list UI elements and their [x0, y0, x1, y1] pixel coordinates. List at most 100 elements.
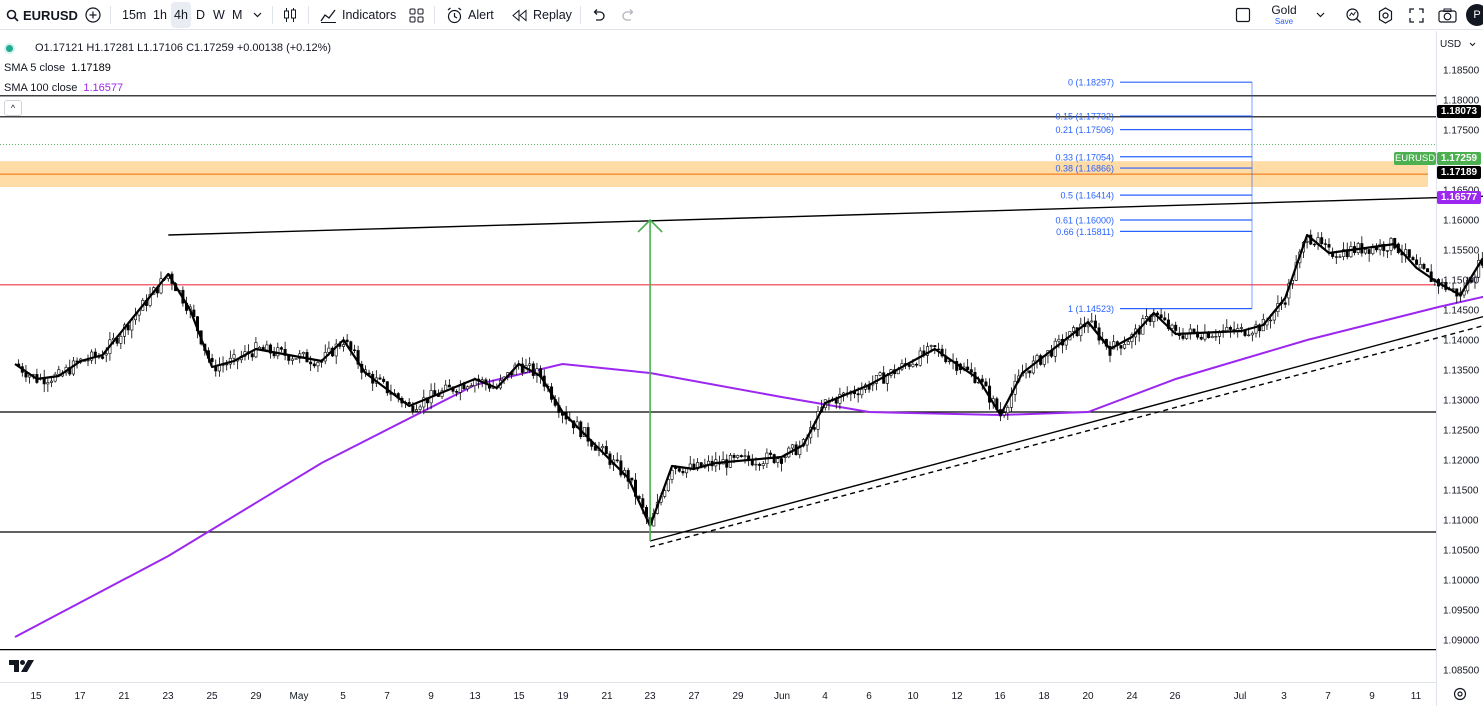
chevron-down-icon: [253, 12, 261, 18]
alert-button[interactable]: Alert: [446, 0, 494, 30]
trendline-0[interactable]: [168, 183, 1483, 236]
candle: [214, 366, 218, 372]
x-tick-label: 7: [1325, 691, 1331, 702]
candle: [754, 463, 758, 466]
y-tick-label: 1.14000: [1443, 336, 1480, 347]
chevron-up-icon: ^: [10, 103, 16, 113]
templates-button[interactable]: [408, 0, 425, 30]
indicators-button[interactable]: Indicators: [320, 0, 396, 30]
symbol-search[interactable]: EURUSD: [6, 0, 78, 30]
interval-15m[interactable]: 15m: [122, 8, 147, 22]
settings-button[interactable]: [1376, 0, 1394, 30]
interval-m[interactable]: M: [232, 8, 243, 22]
candle: [378, 377, 382, 380]
price-axis[interactable]: [1436, 31, 1483, 706]
snapshot-button[interactable]: [1437, 0, 1457, 30]
candle: [520, 363, 524, 373]
replay-button[interactable]: Replay: [512, 0, 572, 30]
candle: [294, 358, 298, 360]
candle: [677, 468, 681, 472]
chart-type-button[interactable]: [282, 0, 298, 30]
x-tick-label: 12: [951, 691, 963, 702]
candle: [1174, 324, 1178, 331]
sma5-row[interactable]: SMA 5 close 1.17189: [4, 58, 331, 78]
axis-settings-button[interactable]: [1453, 687, 1467, 706]
candle: [1327, 244, 1331, 248]
candle: [268, 344, 272, 354]
redo-icon: [622, 9, 634, 21]
candle: [1152, 315, 1156, 323]
x-tick-label: 26: [1169, 691, 1181, 702]
candle: [1250, 332, 1254, 336]
interval-d[interactable]: D: [196, 8, 206, 22]
layout-name-button[interactable]: Gold Save: [1268, 3, 1300, 27]
interval-4h[interactable]: 4h: [171, 2, 191, 28]
candle: [49, 380, 53, 383]
candle: [1385, 250, 1389, 252]
candles-icon: [284, 8, 296, 22]
trendline-1[interactable]: [649, 193, 1483, 542]
candle: [842, 392, 846, 395]
candle: [341, 344, 345, 347]
candle: [670, 470, 674, 480]
y-tick-label: 1.14500: [1443, 306, 1480, 317]
interval-w[interactable]: W: [213, 8, 225, 22]
candle: [1214, 336, 1218, 338]
candle: [1199, 336, 1203, 340]
fullscreen-button[interactable]: [1407, 0, 1425, 30]
undo-button[interactable]: [590, 0, 606, 30]
fib-label-0.21: 0.21 (1.17506): [1055, 125, 1114, 135]
x-tick-label: 23: [644, 691, 656, 702]
candle: [933, 345, 937, 348]
x-tick-label: 27: [688, 691, 700, 702]
price-label-sma100: 1.16577: [1437, 191, 1481, 204]
compare-add-button[interactable]: [84, 0, 102, 30]
candle: [907, 364, 911, 367]
profile-avatar[interactable]: P: [1466, 4, 1483, 26]
candle: [265, 344, 269, 351]
candle: [984, 381, 988, 387]
candle: [736, 455, 740, 458]
candle: [878, 372, 882, 376]
layout-select-button[interactable]: [1234, 0, 1252, 30]
x-tick-label: 21: [601, 691, 613, 702]
candle: [1418, 264, 1422, 269]
candle: [1473, 276, 1477, 283]
collapse-legend-button[interactable]: ^: [4, 100, 22, 116]
y-tick-label: 1.10000: [1443, 576, 1480, 587]
price-label-level: 1.18073: [1437, 105, 1481, 118]
ohlc-row: O1.17121 H1.17281 L1.17106 C1.17259 +0.0…: [4, 38, 331, 58]
candle: [856, 393, 860, 396]
candle: [447, 384, 451, 388]
candle: [911, 363, 915, 367]
interval-1h[interactable]: 1h: [153, 8, 167, 22]
x-tick-label: 24: [1126, 691, 1138, 702]
trendline-2[interactable]: [649, 204, 1483, 548]
candle: [1225, 327, 1229, 331]
candle: [1312, 243, 1316, 246]
tradingview-logo[interactable]: [9, 659, 35, 678]
candle: [1057, 338, 1061, 342]
candle: [1123, 344, 1127, 349]
sma100-value: 1.16577: [83, 82, 124, 94]
layout-dropdown[interactable]: [1314, 0, 1326, 30]
x-tick-label: 11: [1411, 691, 1422, 702]
currency-select[interactable]: USD: [1440, 39, 1476, 50]
interval-dropdown[interactable]: [251, 0, 263, 30]
y-tick-label: 1.10500: [1443, 546, 1480, 557]
redo-button[interactable]: [621, 0, 637, 30]
gear-icon: [1378, 6, 1392, 24]
sma100-line[interactable]: [14, 185, 1483, 638]
candle: [1243, 330, 1247, 336]
candle: [1159, 314, 1163, 319]
candle: [1247, 334, 1251, 337]
quick-search-button[interactable]: [1344, 0, 1362, 30]
candle: [90, 351, 94, 361]
sma5-line[interactable]: [14, 103, 1483, 528]
x-tick-label: 4: [822, 691, 828, 702]
y-tick-label: 1.15000: [1443, 276, 1480, 287]
candle: [630, 477, 634, 481]
sma100-row[interactable]: SMA 100 close 1.16577: [4, 78, 331, 98]
candle: [641, 498, 645, 508]
